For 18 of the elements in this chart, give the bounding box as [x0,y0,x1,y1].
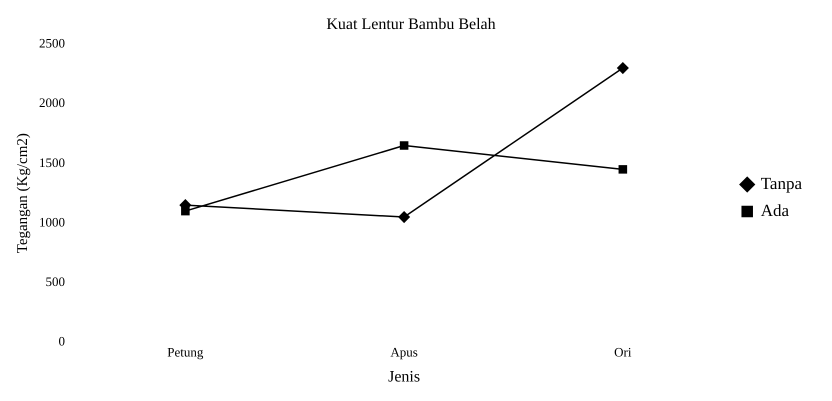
y-tick-label: 2000 [39,95,65,110]
legend-label: Ada [760,200,790,220]
legend-label: Tanpa [760,174,802,193]
y-tick-label: 0 [58,334,65,349]
chart-title: Kuat Lentur Bambu Belah [326,16,496,33]
x-tick-label: Apus [390,344,418,360]
point [398,211,410,223]
point [618,165,628,174]
y-axis-title: Tegangan (Kg/cm2) [14,133,31,254]
x-tick-label: Petung [167,344,204,360]
y-tick-label: 500 [46,274,65,290]
y-tick-label: 1000 [39,214,65,230]
y-tick-label: 2500 [39,36,65,51]
x-tick-label: Ori [614,344,632,360]
y-tick-label: 1500 [39,154,65,170]
x-axis-title: Jenis [388,368,420,386]
point [617,62,629,74]
point [400,141,408,150]
